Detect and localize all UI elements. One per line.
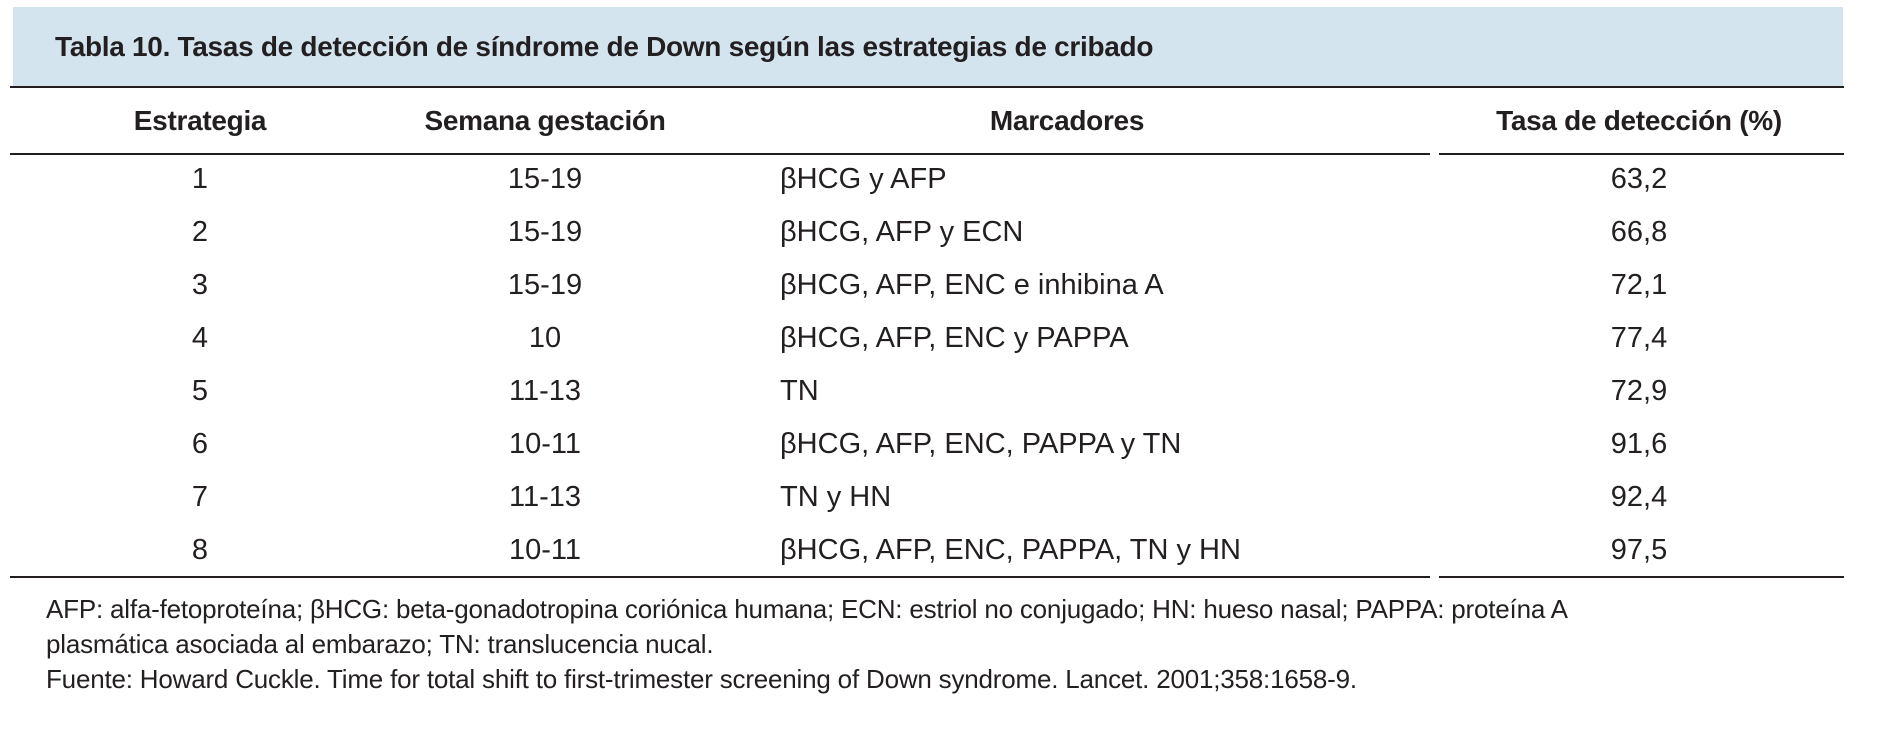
table-row: 3 15-19 βHCG, AFP, ENC e inhibina A 72,1 (10, 259, 1844, 312)
table-footnote: AFP: alfa-fetoproteína; βHCG: beta-gonad… (46, 592, 1568, 697)
table-row: 2 15-19 βHCG, AFP y ECN 66,8 (10, 206, 1844, 259)
cell-estrategia: 2 (191, 216, 209, 248)
column-header-tasa-deteccion: Tasa de detección (%) (1496, 104, 1782, 136)
detection-rates-table: Estrategia Semana gestación Marcadores T… (10, 88, 1844, 577)
cell-semana: 10 (528, 322, 562, 354)
cell-semana: 15-19 (507, 269, 583, 301)
table-row: 7 11-13 TN y HN 92,4 (10, 471, 1844, 524)
footnote-line-abbreviations-1: AFP: alfa-fetoproteína; βHCG: beta-gonad… (46, 594, 1568, 624)
cell-tasa: 72,9 (1610, 375, 1668, 407)
cell-tasa: 66,8 (1610, 216, 1668, 248)
cell-tasa: 92,4 (1610, 481, 1668, 513)
cell-semana: 15-19 (507, 163, 583, 195)
cell-estrategia: 6 (191, 428, 209, 460)
cell-marcadores: βHCG, AFP y ECN (780, 216, 1024, 248)
column-header-semana-gestacion: Semana gestación (424, 104, 666, 136)
cell-marcadores: βHCG, AFP, ENC y PAPPA (780, 322, 1129, 354)
rule-under-header (10, 153, 1844, 155)
table-row: 1 15-19 βHCG y AFP 63,2 (10, 153, 1844, 206)
table-title-band: Tabla 10. Tasas de detección de síndrome… (13, 7, 1843, 87)
table-row: 4 10 βHCG, AFP, ENC y PAPPA 77,4 (10, 312, 1844, 365)
cell-estrategia: 5 (191, 375, 209, 407)
cell-tasa: 77,4 (1610, 322, 1668, 354)
cell-tasa: 63,2 (1610, 163, 1668, 195)
column-header-marcadores: Marcadores (989, 104, 1145, 136)
cell-semana: 11-13 (508, 481, 582, 513)
cell-estrategia: 3 (191, 269, 209, 301)
cell-tasa: 91,6 (1610, 428, 1668, 460)
cell-semana: 11-13 (508, 375, 582, 407)
footnote-line-source: Fuente: Howard Cuckle. Time for total sh… (46, 664, 1357, 694)
cell-semana: 10-11 (508, 534, 582, 566)
cell-marcadores: βHCG, AFP, ENC, PAPPA, TN y HN (780, 534, 1241, 566)
table-row: 8 10-11 βHCG, AFP, ENC, PAPPA, TN y HN 9… (10, 524, 1844, 577)
cell-estrategia: 7 (191, 481, 209, 513)
cell-estrategia: 4 (191, 322, 209, 354)
cell-semana: 10-11 (508, 428, 582, 460)
cell-tasa: 97,5 (1610, 534, 1668, 566)
cell-estrategia: 8 (191, 534, 209, 566)
rule-under-title (10, 86, 1844, 88)
cell-marcadores: TN y HN (780, 481, 892, 513)
cell-marcadores: TN (780, 375, 819, 407)
column-header-estrategia: Estrategia (133, 104, 267, 136)
cell-marcadores: βHCG y AFP (780, 163, 947, 195)
table-row: 5 11-13 TN 72,9 (10, 365, 1844, 418)
rule-table-bottom (10, 576, 1844, 578)
cell-semana: 15-19 (507, 216, 583, 248)
cell-marcadores: βHCG, AFP, ENC, PAPPA y TN (780, 428, 1182, 460)
cell-tasa: 72,1 (1610, 269, 1668, 301)
cell-marcadores: βHCG, AFP, ENC e inhibina A (780, 269, 1164, 301)
table-title: Tabla 10. Tasas de detección de síndrome… (55, 31, 1154, 62)
footnote-line-abbreviations-2: plasmática asociada al embarazo; TN: tra… (46, 629, 714, 659)
table-row: 6 10-11 βHCG, AFP, ENC, PAPPA y TN 91,6 (10, 418, 1844, 471)
cell-estrategia: 1 (191, 163, 209, 195)
header-row: Estrategia Semana gestación Marcadores T… (10, 88, 1844, 153)
